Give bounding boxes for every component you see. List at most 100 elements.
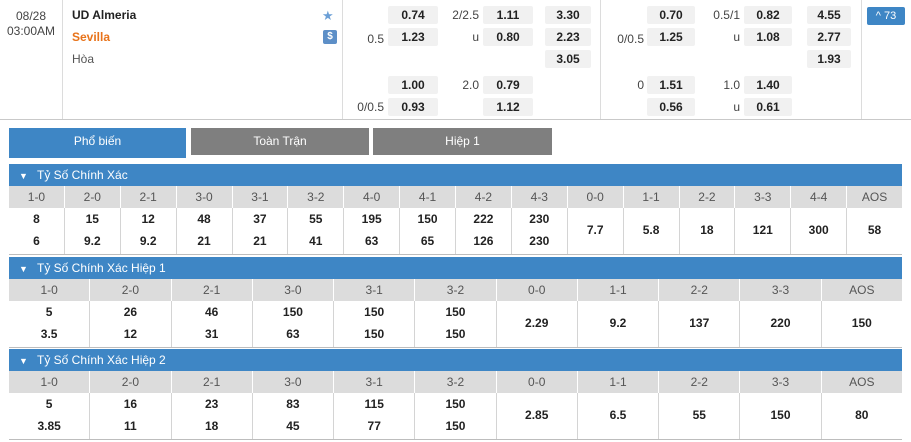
odds-value[interactable]: 150 bbox=[851, 316, 872, 330]
odds-value-top[interactable]: 23 bbox=[204, 397, 219, 411]
odds-cell[interactable]: 37 21 bbox=[233, 208, 289, 254]
odds-value-top[interactable]: 195 bbox=[361, 212, 382, 226]
odds-value-top[interactable]: 12 bbox=[141, 212, 155, 226]
odds-value[interactable]: 80 bbox=[855, 408, 869, 422]
odds-cell[interactable]: 150 bbox=[822, 301, 902, 347]
odds-cell[interactable]: 121 bbox=[735, 208, 792, 254]
odds-value[interactable]: 7.7 bbox=[586, 223, 604, 237]
star-icon[interactable]: ★ bbox=[322, 8, 334, 23]
odds-value-top[interactable]: 150 bbox=[417, 212, 438, 226]
ft-ou-under-odds[interactable]: 0.80 bbox=[483, 28, 533, 46]
odds-value-top[interactable]: 150 bbox=[364, 305, 385, 319]
odds-value-top[interactable]: 115 bbox=[364, 397, 384, 411]
tab-first-half[interactable]: Hiệp 1 bbox=[373, 128, 552, 155]
odds-value[interactable]: 150 bbox=[770, 408, 791, 422]
odds-cell[interactable]: 150 63 bbox=[253, 301, 335, 347]
ft-hdp-away-odds[interactable]: 1.23 bbox=[388, 28, 438, 46]
odds-value-bottom[interactable]: 18 bbox=[204, 419, 219, 433]
odds-cell[interactable]: 2.29 bbox=[497, 301, 578, 347]
odds-cell[interactable]: 46 31 bbox=[172, 301, 253, 347]
odds-value-top[interactable]: 83 bbox=[286, 397, 300, 411]
h1-hdp-home-odds[interactable]: 0.70 bbox=[647, 6, 695, 24]
odds-cell[interactable]: 15 9.2 bbox=[65, 208, 121, 254]
odds-cell[interactable]: 150 150 bbox=[415, 393, 497, 439]
odds-value-top[interactable]: 150 bbox=[445, 305, 466, 319]
odds-value-bottom[interactable]: 3.85 bbox=[37, 419, 61, 433]
h1-1x2-away-odds[interactable]: 2.77 bbox=[807, 28, 851, 46]
ft-1x2-draw-odds[interactable]: 3.05 bbox=[545, 50, 591, 68]
odds-value-top[interactable]: 8 bbox=[33, 212, 40, 226]
odds-value-bottom[interactable]: 63 bbox=[365, 234, 379, 248]
odds-cell[interactable]: 150 150 bbox=[334, 301, 416, 347]
odds-cell[interactable]: 7.7 bbox=[568, 208, 624, 254]
odds-value-bottom[interactable]: 3.5 bbox=[40, 327, 58, 341]
odds-cell[interactable]: 6.5 bbox=[578, 393, 660, 439]
odds-value-bottom[interactable]: 150 bbox=[364, 327, 385, 341]
chevron-down-icon[interactable]: ▼ bbox=[19, 171, 28, 181]
odds-value-bottom[interactable]: 63 bbox=[286, 327, 300, 341]
odds-value-bottom[interactable]: 9.2 bbox=[139, 234, 157, 248]
odds-cell[interactable]: 9.2 bbox=[578, 301, 660, 347]
ft-ou-alt-under-odds[interactable]: 1.12 bbox=[483, 98, 533, 116]
odds-value[interactable]: 2.85 bbox=[525, 408, 549, 422]
h1-1x2-home-odds[interactable]: 4.55 bbox=[807, 6, 851, 24]
odds-value-bottom[interactable]: 65 bbox=[420, 234, 435, 248]
odds-value[interactable]: 137 bbox=[689, 316, 710, 330]
odds-cell[interactable]: 230 230 bbox=[512, 208, 568, 254]
odds-cell[interactable]: 5 3.85 bbox=[9, 393, 91, 439]
tab-popular[interactable]: Phổ biến bbox=[9, 128, 186, 158]
odds-cell[interactable]: 23 18 bbox=[172, 393, 253, 439]
odds-cell[interactable]: 55 bbox=[659, 393, 741, 439]
odds-value[interactable]: 300 bbox=[808, 223, 829, 237]
odds-cell[interactable]: 150 65 bbox=[400, 208, 456, 254]
odds-value-bottom[interactable]: 21 bbox=[197, 234, 211, 248]
odds-value-bottom[interactable]: 45 bbox=[286, 419, 300, 433]
odds-value[interactable]: 18 bbox=[700, 223, 714, 237]
odds-value-bottom[interactable]: 21 bbox=[253, 234, 267, 248]
odds-value-bottom[interactable]: 126 bbox=[473, 234, 494, 248]
ft-1x2-home-odds[interactable]: 3.30 bbox=[545, 6, 591, 24]
ft-hdp-home-odds[interactable]: 0.74 bbox=[388, 6, 438, 24]
home-team[interactable]: UD Almeria bbox=[72, 8, 137, 22]
odds-value-top[interactable]: 46 bbox=[204, 305, 219, 319]
odds-value[interactable]: 58 bbox=[867, 223, 882, 237]
odds-value-bottom[interactable]: 11 bbox=[124, 419, 137, 433]
section-header[interactable]: ▼ Tỷ Số Chính Xác Hiệp 2 bbox=[9, 349, 902, 371]
odds-cell[interactable]: 80 bbox=[822, 393, 902, 439]
odds-cell[interactable]: 220 bbox=[740, 301, 822, 347]
odds-cell[interactable]: 150 150 bbox=[415, 301, 497, 347]
odds-cell[interactable]: 5 3.5 bbox=[9, 301, 91, 347]
away-team[interactable]: Sevilla bbox=[72, 30, 111, 44]
odds-cell[interactable]: 150 bbox=[740, 393, 822, 439]
odds-value-bottom[interactable]: 12 bbox=[123, 327, 138, 341]
h1-hdp-alt-away-odds[interactable]: 0.56 bbox=[647, 98, 695, 116]
tab-full-match[interactable]: Toàn Trận bbox=[191, 128, 369, 155]
odds-value-bottom[interactable]: 41 bbox=[309, 234, 323, 248]
odds-value[interactable]: 6.5 bbox=[609, 408, 627, 422]
odds-value-bottom[interactable]: 77 bbox=[367, 419, 381, 433]
ft-hdp-alt-away-odds[interactable]: 0.93 bbox=[388, 98, 438, 116]
odds-value-top[interactable]: 5 bbox=[45, 305, 53, 319]
h1-ou-alt-under-odds[interactable]: 0.61 bbox=[744, 98, 792, 116]
odds-value-bottom[interactable]: 9.2 bbox=[83, 234, 101, 248]
odds-value[interactable]: 220 bbox=[770, 316, 791, 330]
odds-value[interactable]: 2.29 bbox=[525, 316, 549, 330]
odds-value-top[interactable]: 150 bbox=[282, 305, 303, 319]
odds-value-bottom[interactable]: 150 bbox=[445, 327, 466, 341]
odds-cell[interactable]: 58 bbox=[847, 208, 902, 254]
odds-cell[interactable]: 26 12 bbox=[90, 301, 172, 347]
h1-ou-alt-over-odds[interactable]: 1.40 bbox=[744, 76, 792, 94]
odds-cell[interactable]: 12 9.2 bbox=[121, 208, 177, 254]
h1-ou-under-odds[interactable]: 1.08 bbox=[744, 28, 792, 46]
odds-cell[interactable]: 48 21 bbox=[177, 208, 233, 254]
odds-value[interactable]: 121 bbox=[752, 223, 773, 237]
ft-1x2-away-odds[interactable]: 2.23 bbox=[545, 28, 591, 46]
odds-value-top[interactable]: 15 bbox=[85, 212, 99, 226]
odds-cell[interactable]: 300 bbox=[791, 208, 848, 254]
section-header[interactable]: ▼ Tỷ Số Chính Xác Hiệp 1 bbox=[9, 257, 902, 279]
chevron-down-icon[interactable]: ▼ bbox=[19, 356, 28, 366]
odds-value-top[interactable]: 26 bbox=[123, 305, 138, 319]
odds-value[interactable]: 5.8 bbox=[642, 223, 660, 237]
chevron-down-icon[interactable]: ▼ bbox=[19, 264, 28, 274]
